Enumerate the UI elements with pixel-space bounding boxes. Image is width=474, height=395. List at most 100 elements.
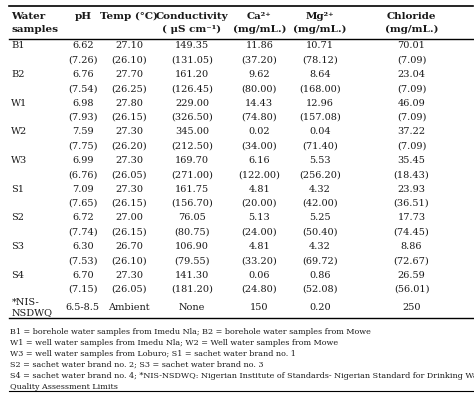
- Text: 14.43: 14.43: [246, 99, 273, 107]
- Text: (256.20): (256.20): [299, 170, 341, 179]
- Text: 6.16: 6.16: [248, 156, 270, 165]
- Text: Ambient: Ambient: [109, 303, 150, 312]
- Text: (24.80): (24.80): [242, 285, 277, 294]
- Text: S1: S1: [11, 184, 24, 194]
- Text: 27.70: 27.70: [115, 70, 143, 79]
- Text: 27.30: 27.30: [115, 271, 143, 280]
- Text: 8.86: 8.86: [401, 242, 422, 251]
- Text: (50.40): (50.40): [302, 228, 337, 237]
- Text: (7.75): (7.75): [68, 142, 98, 150]
- Text: 0.20: 0.20: [309, 303, 330, 312]
- Text: 35.45: 35.45: [398, 156, 426, 165]
- Text: (mg/mL.): (mg/mL.): [293, 25, 346, 34]
- Text: pH: pH: [74, 12, 91, 21]
- Text: (168.00): (168.00): [299, 84, 341, 93]
- Text: (mg/mL.): (mg/mL.): [385, 25, 438, 34]
- Text: 37.22: 37.22: [397, 127, 426, 136]
- Text: 9.62: 9.62: [248, 70, 270, 79]
- Text: (42.00): (42.00): [302, 199, 337, 208]
- Text: W1: W1: [11, 99, 27, 107]
- Text: (7.93): (7.93): [68, 113, 98, 122]
- Text: Chloride: Chloride: [387, 12, 436, 21]
- Text: *NIS-
NSDWQ: *NIS- NSDWQ: [11, 297, 52, 317]
- Text: S3: S3: [11, 242, 24, 251]
- Text: Quality Assessment Limits: Quality Assessment Limits: [10, 384, 118, 391]
- Text: (181.20): (181.20): [171, 285, 213, 294]
- Text: B2: B2: [11, 70, 25, 79]
- Text: 0.06: 0.06: [249, 271, 270, 280]
- Text: (156.70): (156.70): [171, 199, 213, 208]
- Text: (7.09): (7.09): [397, 84, 426, 93]
- Text: 23.93: 23.93: [398, 184, 426, 194]
- Text: (74.45): (74.45): [393, 228, 429, 237]
- Text: 106.90: 106.90: [175, 242, 209, 251]
- Text: 46.09: 46.09: [398, 99, 425, 107]
- Text: 27.30: 27.30: [115, 156, 143, 165]
- Text: (122.00): (122.00): [238, 170, 280, 179]
- Text: 4.81: 4.81: [248, 242, 270, 251]
- Text: (79.55): (79.55): [174, 256, 210, 265]
- Text: 169.70: 169.70: [175, 156, 209, 165]
- Text: (24.00): (24.00): [242, 228, 277, 237]
- Text: 250: 250: [402, 303, 421, 312]
- Text: (212.50): (212.50): [171, 142, 213, 150]
- Text: (52.08): (52.08): [302, 285, 337, 294]
- Text: 6.76: 6.76: [72, 70, 94, 79]
- Text: (34.00): (34.00): [242, 142, 277, 150]
- Text: 12.96: 12.96: [306, 99, 334, 107]
- Text: 27.30: 27.30: [115, 184, 143, 194]
- Text: 7.59: 7.59: [72, 127, 94, 136]
- Text: (157.08): (157.08): [299, 113, 341, 122]
- Text: 26.70: 26.70: [115, 242, 143, 251]
- Text: (7.15): (7.15): [68, 285, 98, 294]
- Text: 5.53: 5.53: [309, 156, 330, 165]
- Text: Water: Water: [11, 12, 46, 21]
- Text: 161.20: 161.20: [175, 70, 209, 79]
- Text: (36.51): (36.51): [394, 199, 429, 208]
- Text: (26.05): (26.05): [111, 170, 147, 179]
- Text: 6.30: 6.30: [72, 242, 94, 251]
- Text: 6.72: 6.72: [72, 213, 94, 222]
- Text: (26.25): (26.25): [111, 84, 147, 93]
- Text: 26.59: 26.59: [398, 271, 425, 280]
- Text: 6.62: 6.62: [72, 41, 94, 50]
- Text: (7.53): (7.53): [68, 256, 98, 265]
- Text: 6.5-8.5: 6.5-8.5: [66, 303, 100, 312]
- Text: 229.00: 229.00: [175, 99, 209, 107]
- Text: 6.98: 6.98: [72, 99, 93, 107]
- Text: W2: W2: [11, 127, 27, 136]
- Text: (6.76): (6.76): [68, 170, 98, 179]
- Text: 27.10: 27.10: [115, 41, 143, 50]
- Text: B1 = borehole water samples from Imedu Nla; B2 = borehole water samples from Mow: B1 = borehole water samples from Imedu N…: [10, 327, 371, 336]
- Text: 161.75: 161.75: [175, 184, 209, 194]
- Text: W3 = well water samples from Loburo; S1 = sachet water brand no. 1: W3 = well water samples from Loburo; S1 …: [10, 350, 296, 358]
- Text: (80.00): (80.00): [242, 84, 277, 93]
- Text: 5.13: 5.13: [248, 213, 270, 222]
- Text: (7.26): (7.26): [68, 56, 98, 65]
- Text: (7.74): (7.74): [68, 228, 98, 237]
- Text: (18.43): (18.43): [393, 170, 429, 179]
- Text: 6.99: 6.99: [72, 156, 93, 165]
- Text: 5.25: 5.25: [309, 213, 330, 222]
- Text: 23.04: 23.04: [398, 70, 426, 79]
- Text: 27.30: 27.30: [115, 127, 143, 136]
- Text: samples: samples: [11, 25, 58, 34]
- Text: (7.65): (7.65): [68, 199, 98, 208]
- Text: (26.15): (26.15): [111, 113, 147, 122]
- Text: Temp (°C): Temp (°C): [100, 12, 158, 21]
- Text: 141.30: 141.30: [175, 271, 209, 280]
- Text: 0.86: 0.86: [309, 271, 330, 280]
- Text: (26.10): (26.10): [111, 256, 147, 265]
- Text: (26.20): (26.20): [111, 142, 147, 150]
- Text: Ca²⁺: Ca²⁺: [247, 12, 272, 21]
- Text: (326.50): (326.50): [171, 113, 213, 122]
- Text: 6.70: 6.70: [72, 271, 94, 280]
- Text: (126.45): (126.45): [171, 84, 213, 93]
- Text: W3: W3: [11, 156, 27, 165]
- Text: (74.80): (74.80): [242, 113, 277, 122]
- Text: (80.75): (80.75): [174, 228, 210, 237]
- Text: (26.15): (26.15): [111, 228, 147, 237]
- Text: B1: B1: [11, 41, 25, 50]
- Text: 70.01: 70.01: [398, 41, 426, 50]
- Text: (37.20): (37.20): [241, 56, 277, 65]
